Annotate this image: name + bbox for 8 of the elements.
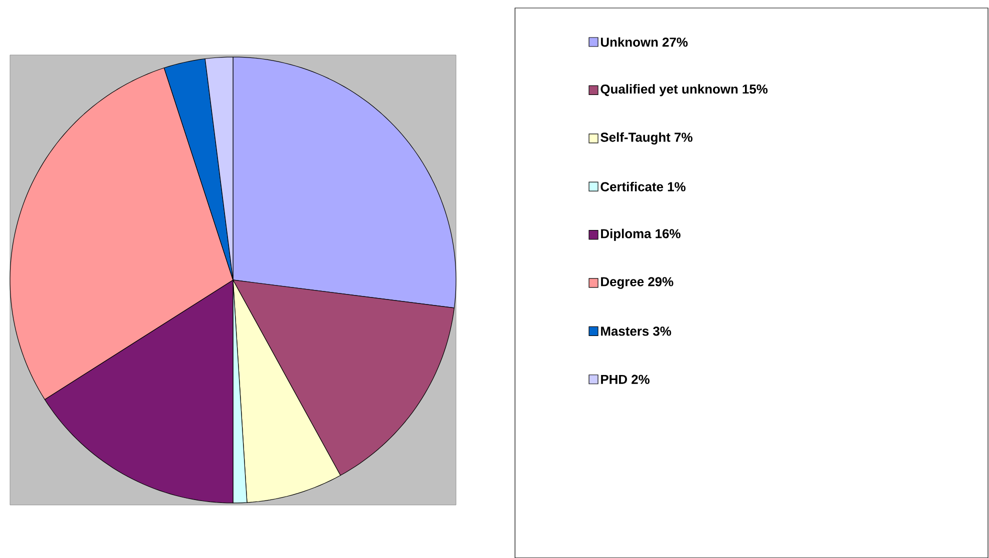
legend-label: Degree 29% — [601, 277, 674, 289]
legend-label: Diploma 16% — [601, 228, 680, 241]
legend-label: PHD 2% — [601, 374, 650, 384]
legend-label: Masters 3% — [601, 326, 672, 336]
legend-label: Unknown 27% — [600, 37, 688, 47]
legend-label: Certificate 1% — [600, 182, 686, 192]
legend-label: Self-Taught 7% — [600, 132, 692, 144]
legend-label: Qualified yet unknown 15% — [600, 84, 768, 96]
